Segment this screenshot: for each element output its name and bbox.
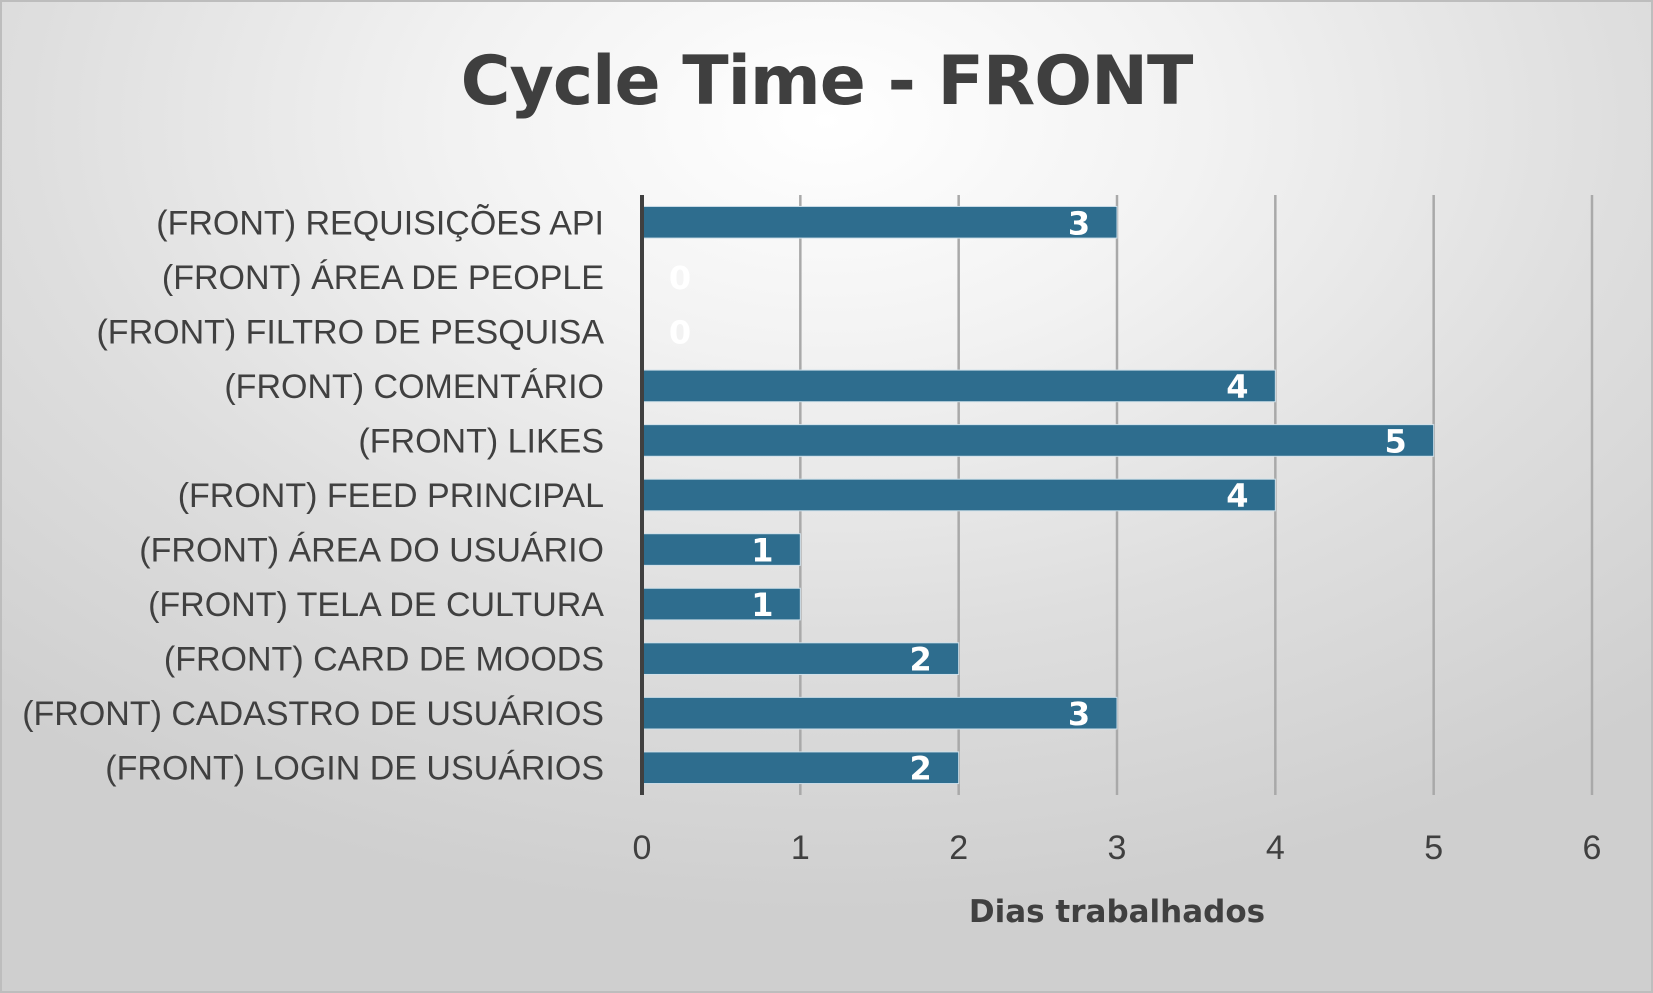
- x-tick-label: 0: [633, 829, 652, 867]
- category-label: (FRONT) LOGIN DE USUÁRIOS: [105, 750, 604, 788]
- category-label: (FRONT) FILTRO DE PESQUISA: [96, 313, 604, 351]
- data-label: 1: [751, 586, 773, 624]
- x-tick-label: 1: [791, 829, 810, 867]
- bar: [641, 642, 960, 675]
- x-tick-label: 6: [1583, 829, 1602, 867]
- data-label: 1: [751, 532, 773, 570]
- data-label: 2: [910, 641, 932, 679]
- x-tick-labels: 0 1 2 3 4 5 6: [633, 829, 1602, 867]
- category-label: (FRONT) LIKES: [358, 422, 604, 460]
- category-label: (FRONT) ÁREA DO USUÁRIO: [139, 532, 604, 570]
- x-tick-label: 3: [1108, 829, 1127, 867]
- bar: [641, 478, 1276, 512]
- data-label: 4: [1226, 368, 1248, 406]
- data-label: 2: [910, 750, 932, 788]
- bar: [641, 587, 801, 621]
- data-label: 4: [1226, 477, 1248, 515]
- bar: [641, 696, 1118, 730]
- x-tick-label: 5: [1424, 829, 1443, 867]
- bar: [641, 369, 1276, 403]
- category-label: (FRONT) FEED PRINCIPAL: [178, 477, 604, 515]
- category-label: (FRONT) CADASTRO DE USUÁRIOS: [22, 695, 604, 733]
- bar: [641, 424, 1435, 457]
- category-label: (FRONT) REQUISIÇÕES API: [156, 204, 604, 242]
- data-labels: 3 0 0 4 5 4 1 1 2 3 2: [669, 204, 1407, 787]
- data-label: 3: [1068, 695, 1090, 733]
- chart-title: Cycle Time - FRONT: [460, 42, 1194, 121]
- x-tick-label: 2: [949, 829, 968, 867]
- category-label: (FRONT) TELA DE CULTURA: [148, 586, 604, 624]
- bar: [641, 205, 1118, 239]
- bars: [641, 205, 1435, 785]
- data-label: 0: [669, 259, 691, 297]
- category-labels: (FRONT) REQUISIÇÕES API (FRONT) ÁREA DE P…: [22, 204, 604, 787]
- category-label: (FRONT) CARD DE MOODS: [164, 641, 604, 679]
- data-label: 5: [1385, 422, 1407, 460]
- bar: [641, 533, 801, 566]
- data-label: 3: [1068, 204, 1090, 242]
- category-label: (FRONT) ÁREA DE PEOPLE: [162, 259, 604, 297]
- data-label: 0: [669, 313, 691, 351]
- x-axis-title: Dias trabalhados: [969, 894, 1265, 930]
- x-tick-label: 4: [1266, 829, 1285, 867]
- category-label: (FRONT) COMENTÁRIO: [224, 368, 604, 406]
